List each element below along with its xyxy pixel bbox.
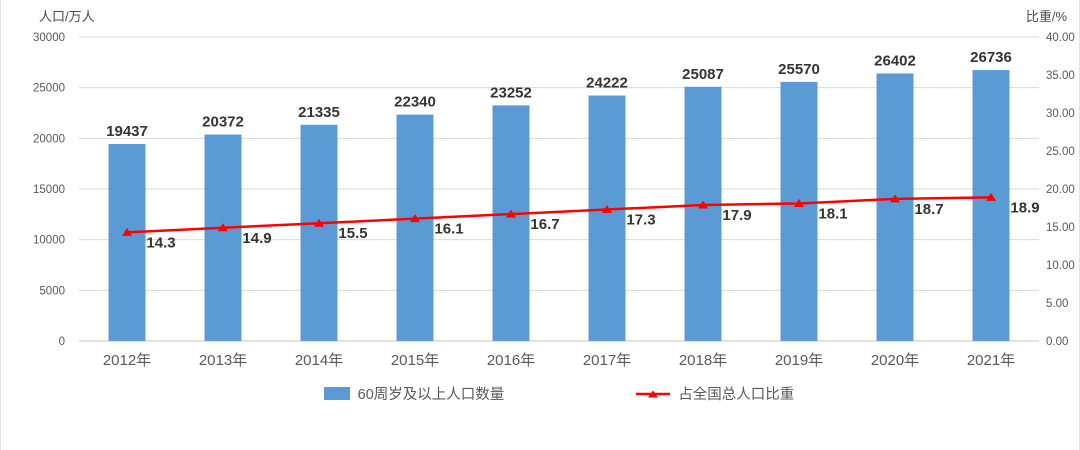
bar bbox=[204, 134, 242, 341]
left-axis-tick-label: 10000 bbox=[33, 235, 65, 247]
right-axis-tick-label: 35.00 bbox=[1046, 70, 1075, 82]
line-legend-swatch-icon bbox=[636, 388, 671, 400]
bar bbox=[588, 95, 626, 341]
bar bbox=[972, 70, 1010, 342]
bar-value-label: 24222 bbox=[586, 75, 628, 92]
bar-value-label: 19437 bbox=[106, 123, 148, 140]
line-point-triangle-marker-icon bbox=[890, 194, 900, 203]
bar bbox=[300, 124, 338, 342]
line-point-triangle-marker-icon bbox=[602, 205, 612, 214]
line-legend-label: 占全国总人口比重 bbox=[678, 387, 795, 403]
left-axis-tick-label: 30000 bbox=[33, 32, 65, 44]
bar-value-label: 21335 bbox=[298, 104, 340, 121]
x-axis-label: 2021年 bbox=[967, 352, 1015, 369]
line-value-label: 16.7 bbox=[530, 216, 559, 233]
x-axis-label: 2016年 bbox=[487, 352, 535, 369]
bar bbox=[876, 73, 914, 342]
bar bbox=[108, 144, 146, 341]
line-point-triangle-marker-icon bbox=[122, 227, 132, 236]
line-point-triangle-marker-icon bbox=[218, 223, 228, 232]
x-axis-label: 2012年 bbox=[103, 352, 151, 369]
left-axis-tick-label: 0 bbox=[59, 336, 65, 348]
bar-value-label: 23252 bbox=[490, 84, 532, 101]
line-point-triangle-marker-icon bbox=[986, 192, 996, 201]
x-axis-label: 2015年 bbox=[391, 352, 439, 369]
line-value-label: 18.1 bbox=[818, 205, 847, 222]
bar-value-label: 25570 bbox=[778, 61, 820, 78]
left-axis-tick-label: 20000 bbox=[33, 133, 65, 145]
bar-value-label: 20372 bbox=[202, 114, 244, 131]
line-value-label: 14.9 bbox=[242, 230, 271, 247]
trend-line bbox=[126, 196, 992, 234]
left-axis-title: 人口/万人 bbox=[39, 9, 95, 24]
line-point-triangle-marker-icon bbox=[506, 209, 516, 218]
line-value-label: 15.5 bbox=[338, 225, 367, 242]
x-axis-label: 2017年 bbox=[583, 352, 631, 369]
line-legend-triangle-marker-icon bbox=[648, 390, 659, 397]
line-value-label: 17.9 bbox=[722, 207, 751, 224]
right-axis-tick-label: 5.00 bbox=[1046, 298, 1068, 310]
right-axis-tick-label: 20.00 bbox=[1046, 184, 1075, 196]
line-value-label: 18.9 bbox=[1010, 199, 1039, 216]
line-value-label: 14.3 bbox=[146, 234, 175, 251]
x-axis-label: 2019年 bbox=[775, 352, 823, 369]
line-point-triangle-marker-icon bbox=[314, 218, 324, 227]
line-point-triangle-marker-icon bbox=[698, 200, 708, 209]
right-axis-tick-label: 15.00 bbox=[1046, 222, 1075, 234]
x-axis-label: 2018年 bbox=[679, 352, 727, 369]
left-axis-tick-label: 5000 bbox=[39, 285, 65, 297]
bar bbox=[684, 86, 722, 341]
line-point-triangle-marker-icon bbox=[410, 214, 420, 223]
right-axis-tick-label: 0.00 bbox=[1046, 336, 1068, 348]
x-axis-label: 2014年 bbox=[295, 352, 343, 369]
left-axis-tick-label: 15000 bbox=[33, 184, 65, 196]
legend-item-bar-series: 60周岁及以上人口数量 bbox=[323, 383, 505, 404]
bar bbox=[396, 114, 434, 341]
legend: 60周岁及以上人口数量 占全国总人口比重 bbox=[1, 383, 1079, 404]
line-value-label: 18.7 bbox=[914, 201, 943, 218]
line-value-label: 16.1 bbox=[434, 221, 463, 238]
line-point-triangle-marker-icon bbox=[794, 198, 804, 207]
x-axis-label: 2020年 bbox=[871, 352, 919, 369]
bar-value-label: 25087 bbox=[682, 66, 724, 83]
right-axis-title: 比重/% bbox=[1025, 9, 1067, 24]
bar-value-label: 26736 bbox=[970, 49, 1012, 66]
legend-item-line-series: 占全国总人口比重 bbox=[636, 383, 794, 404]
line-value-label: 17.3 bbox=[626, 212, 655, 229]
right-axis-tick-label: 25.00 bbox=[1046, 146, 1075, 158]
bar-legend-swatch-icon bbox=[323, 387, 350, 400]
right-axis-tick-label: 30.00 bbox=[1046, 108, 1075, 120]
bar bbox=[492, 105, 530, 341]
bar-legend-label: 60周岁及以上人口数量 bbox=[357, 387, 505, 403]
x-axis-label: 2013年 bbox=[199, 352, 247, 369]
left-axis-tick-label: 25000 bbox=[33, 83, 65, 95]
right-axis-tick-label: 10.00 bbox=[1046, 260, 1075, 272]
bar-value-label: 22340 bbox=[394, 94, 436, 111]
bar-value-label: 26402 bbox=[874, 52, 916, 69]
right-axis-tick-label: 40.00 bbox=[1046, 32, 1075, 44]
bar bbox=[780, 81, 818, 342]
